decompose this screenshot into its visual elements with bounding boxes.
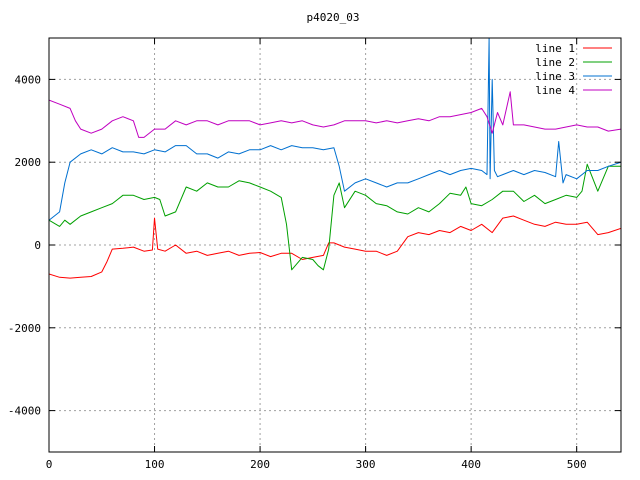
axes: 0 100 200 300 400 500 -4000 -2000 0 2000 4000 [8, 37, 622, 471]
x-tick-label: 400 [461, 458, 481, 471]
y-tick-label: 0 [34, 239, 41, 252]
y-tick-label: 4000 [15, 73, 42, 86]
legend-label-3: line 3 [535, 70, 575, 83]
series-line-1 [49, 215, 621, 279]
x-tick-label: 100 [145, 458, 165, 471]
x-tick-label: 200 [250, 458, 270, 471]
x-tick-label: 300 [356, 458, 376, 471]
series-line-2 [49, 163, 621, 271]
plot-area [49, 38, 621, 279]
x-tick-label: 500 [567, 458, 587, 471]
y-tick-label: 2000 [15, 156, 42, 169]
legend-label-4: line 4 [535, 84, 575, 97]
y-tick-label: -4000 [8, 405, 41, 418]
series-line-4 [49, 91, 621, 138]
grid [49, 38, 621, 452]
x-tick-label: 0 [46, 458, 53, 471]
chart-title: p4020_03 [307, 11, 360, 24]
legend-label-2: line 2 [535, 56, 575, 69]
legend-label-1: line 1 [535, 42, 575, 55]
series-line-3 [49, 38, 621, 221]
y-tick-label: -2000 [8, 322, 41, 335]
